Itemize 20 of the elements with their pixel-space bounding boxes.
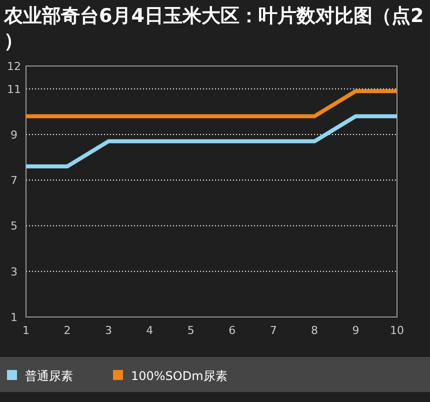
y-tick-label: 1	[10, 311, 18, 324]
y-tick-label: 9	[10, 128, 18, 142]
x-tick-label: 5	[187, 324, 194, 337]
y-tick-label: 12	[7, 60, 21, 73]
y-tick-label: 3	[10, 265, 18, 278]
x-tick-label: 6	[228, 324, 236, 337]
y-tick-label: 11	[7, 82, 21, 96]
x-tick-label: 3	[104, 324, 112, 337]
legend-label: 100%SODm尿素	[131, 369, 228, 383]
x-tick-label: 1	[22, 324, 30, 337]
x-tick-label: 10	[390, 324, 404, 337]
x-tick-label: 9	[352, 324, 360, 337]
x-tick-label: 4	[146, 324, 154, 337]
x-tick-label: 2	[64, 324, 71, 337]
legend-label: 普通尿素	[25, 369, 73, 383]
y-tick-label: 5	[10, 220, 18, 233]
title: 农业部奇台6月4日玉米大区：叶片数对比图（点2）	[4, 5, 424, 52]
y-tick-label: 7	[10, 174, 18, 188]
x-tick-label: 7	[270, 324, 277, 337]
x-tick-label: 8	[311, 324, 318, 337]
